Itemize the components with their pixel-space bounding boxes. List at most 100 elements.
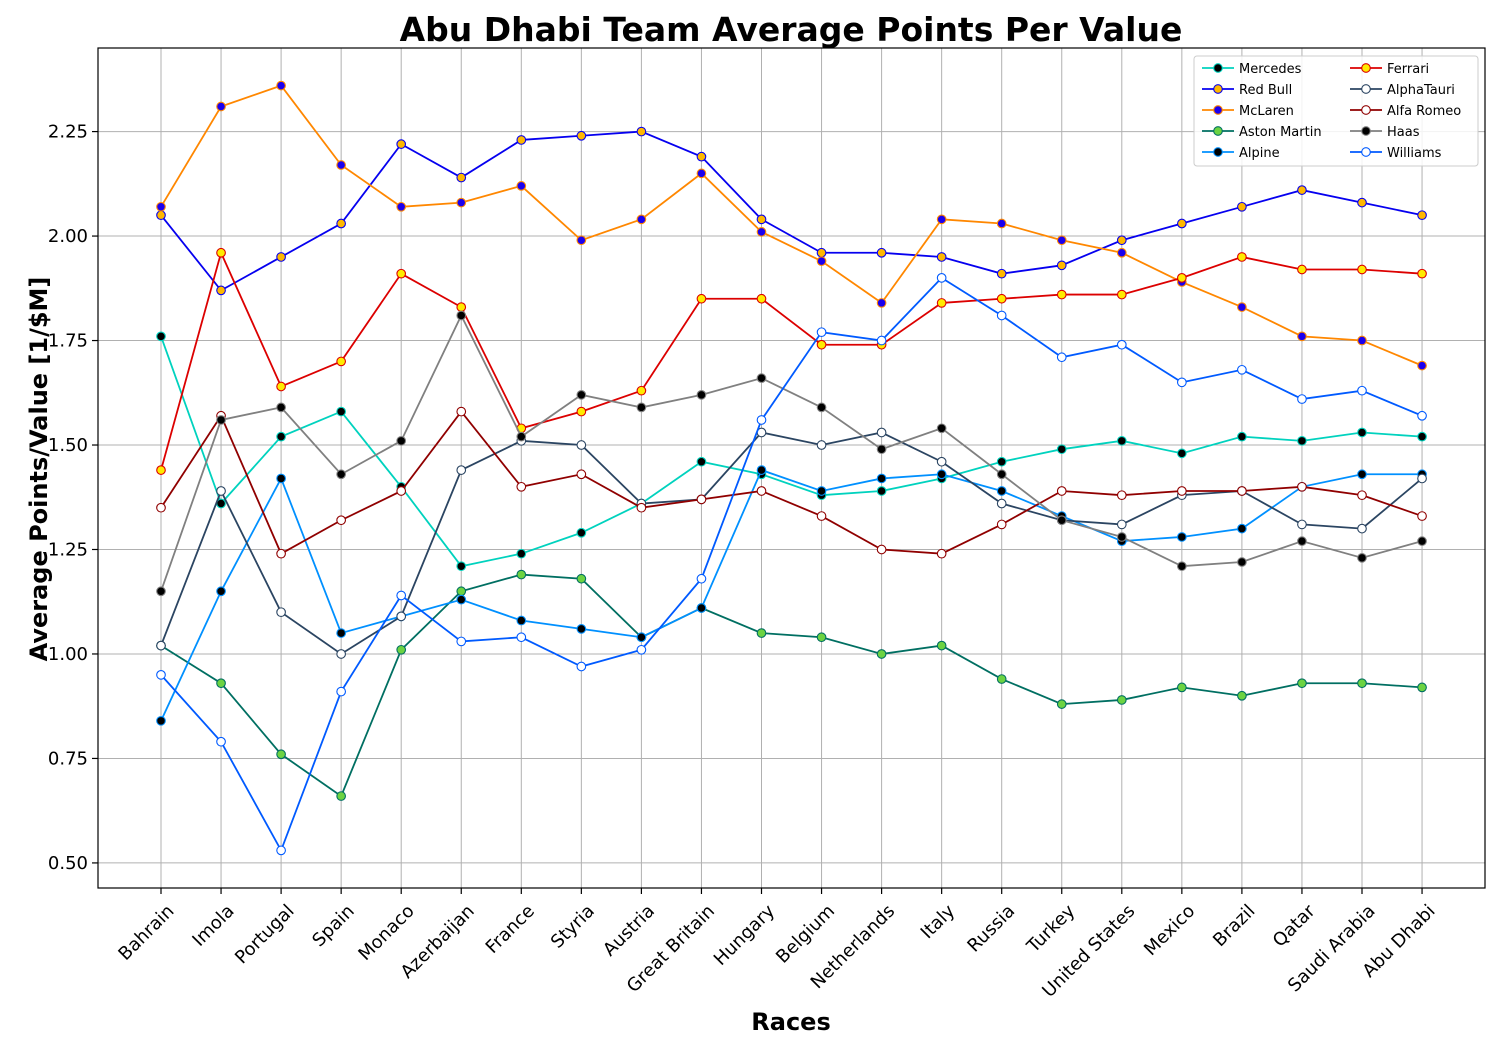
data-point [1116, 339, 1127, 350]
data-point [516, 431, 527, 442]
data-point [876, 473, 887, 484]
data-point [816, 402, 827, 413]
data-point [996, 519, 1007, 530]
data-point [1176, 532, 1187, 542]
data-point [1297, 519, 1307, 530]
data-point [1237, 690, 1247, 701]
series-williams [156, 273, 1427, 856]
series-line [160, 410, 1423, 555]
data-point [396, 139, 407, 149]
data-point [1357, 264, 1367, 275]
y-tick-label: 1.50 [48, 435, 88, 456]
data-point [336, 628, 347, 638]
data-point [816, 247, 827, 258]
data-point [996, 268, 1007, 279]
data-point [456, 561, 467, 572]
data-point [936, 252, 947, 262]
data-point [756, 214, 767, 225]
legend-marker [1361, 105, 1371, 115]
data-point [1116, 247, 1127, 258]
series-line [160, 84, 1423, 367]
y-tick-label: 2.25 [48, 122, 88, 143]
data-point [936, 456, 947, 467]
data-point [1357, 553, 1367, 563]
data-point [636, 214, 647, 225]
data-point [1297, 536, 1307, 546]
data-point [1056, 260, 1067, 271]
data-point [216, 101, 226, 112]
legend-marker [1213, 147, 1223, 157]
legend-label: Red Bull [1239, 83, 1292, 98]
y-axis-ticks: 0.50 0.75 1.00 1.25 1.50 1.75 2.00 2.25 [48, 122, 98, 874]
legend-item: AlphaTauri [1350, 83, 1455, 98]
data-point [456, 636, 467, 647]
data-point [936, 298, 947, 308]
data-point [1116, 289, 1127, 300]
data-point [336, 218, 347, 229]
data-point [1417, 268, 1427, 279]
legend-box [1193, 55, 1479, 167]
data-point [756, 465, 767, 475]
data-point [1417, 410, 1427, 421]
data-point [1056, 235, 1067, 246]
legend-marker [1213, 63, 1223, 73]
series-alfa-romeo [156, 406, 1427, 559]
data-point [1357, 523, 1367, 534]
series-line [160, 336, 1423, 568]
legend-marker [1361, 126, 1371, 136]
data-point [936, 469, 947, 480]
series-haas [156, 310, 1427, 597]
y-axis-label: Average Points/Value [1/$M] [25, 277, 53, 662]
y-tick-label: 0.50 [48, 853, 88, 874]
legend-label: Alpine [1239, 146, 1280, 161]
data-point [216, 415, 226, 425]
data-point [876, 544, 887, 555]
data-point [576, 661, 587, 672]
data-point [756, 373, 767, 383]
legend-item: Alpine [1202, 146, 1280, 161]
series-line [160, 250, 1423, 471]
data-point [876, 427, 887, 438]
data-point [696, 603, 707, 613]
data-point [156, 715, 166, 726]
data-point [1237, 364, 1247, 375]
data-point [816, 339, 827, 350]
data-point [156, 502, 166, 513]
data-point [1357, 197, 1367, 208]
data-point [276, 845, 286, 856]
grid-lines [98, 48, 1485, 888]
data-point [1176, 561, 1187, 572]
data-point [636, 502, 647, 513]
data-point [876, 486, 887, 496]
data-point [1056, 352, 1067, 363]
data-point [1116, 695, 1127, 705]
data-point [696, 293, 707, 304]
data-point [396, 486, 407, 496]
data-point [276, 548, 286, 559]
data-point [156, 331, 166, 342]
data-point [756, 486, 767, 496]
data-point [1357, 490, 1367, 501]
data-point [456, 594, 467, 605]
data-point [216, 486, 226, 496]
data-point [216, 678, 226, 689]
data-point [876, 649, 887, 659]
data-point [1417, 473, 1427, 484]
data-point [1056, 515, 1067, 526]
data-point [336, 406, 347, 417]
data-point [456, 406, 467, 417]
data-point [1056, 444, 1067, 455]
series-layer [156, 80, 1427, 856]
legend-item: Haas [1350, 125, 1420, 140]
data-point [1237, 431, 1247, 442]
data-point [1357, 678, 1367, 689]
data-point [516, 548, 527, 559]
legend-marker [1361, 63, 1371, 73]
legend-item: Ferrari [1350, 62, 1429, 77]
data-point [1237, 252, 1247, 262]
data-point [1056, 699, 1067, 709]
data-point [576, 235, 587, 246]
data-point [1297, 185, 1307, 195]
data-point [876, 298, 887, 308]
y-tick-label: 1.00 [48, 644, 88, 665]
